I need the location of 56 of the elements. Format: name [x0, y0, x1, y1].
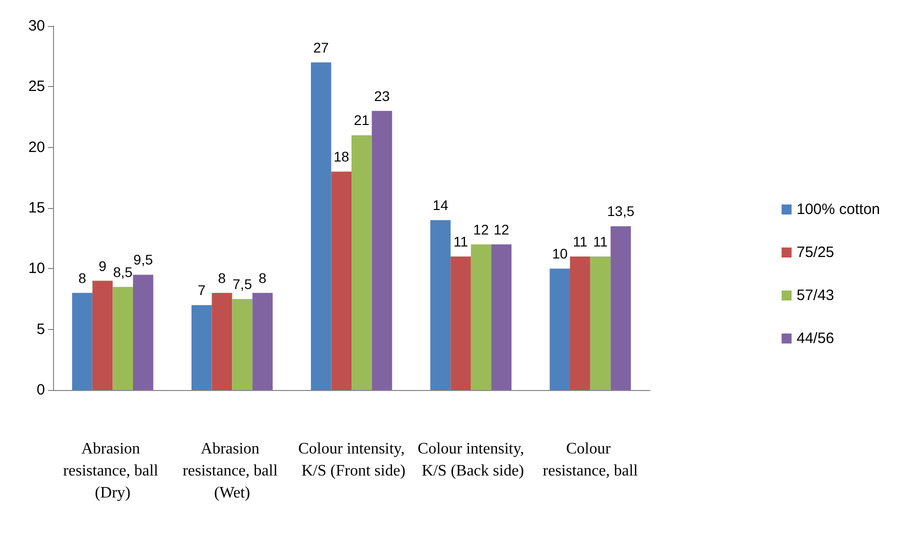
- data-label: 21: [354, 112, 370, 128]
- data-label: 9: [98, 258, 107, 274]
- data-label: 8: [78, 270, 86, 286]
- legend-label: 100% cotton: [796, 201, 880, 218]
- bar: [331, 172, 352, 390]
- data-label: 11: [572, 234, 588, 250]
- x-tick-label: Colour intensity, K/S (Front side): [298, 440, 406, 480]
- bar: [450, 256, 471, 390]
- data-label: 27: [313, 39, 330, 56]
- data-label: 11: [453, 234, 468, 250]
- x-tick-label: Abrasion resistance, ball (Wet): [182, 440, 282, 502]
- data-label: 13,5: [607, 203, 635, 220]
- data-label: 12: [473, 221, 490, 238]
- data-label: 8: [218, 270, 226, 286]
- y-tick-label: 20: [28, 138, 45, 156]
- y-tick-label: 5: [36, 320, 45, 338]
- y-tick-label: 15: [28, 200, 45, 216]
- bar: [92, 280, 113, 390]
- y-tick-label: 25: [28, 78, 45, 96]
- bar: [570, 256, 590, 390]
- data-label: 7: [198, 282, 206, 298]
- bar: [252, 292, 273, 390]
- data-label: 23: [374, 88, 390, 104]
- bar: [430, 220, 451, 390]
- data-label: 10: [552, 246, 568, 262]
- bar: [491, 244, 512, 390]
- bar: [470, 244, 492, 390]
- x-tick-label: Colour intensity, K/S (Back side): [418, 440, 524, 480]
- legend-label: 75/25: [796, 244, 834, 261]
- bar: [212, 292, 232, 390]
- bar: [550, 268, 570, 390]
- legend-label: 57/43: [796, 287, 834, 304]
- data-label: 8,5: [113, 264, 133, 280]
- data-label: 12: [494, 221, 510, 238]
- data-label: 7,5: [232, 276, 252, 292]
- bar: [590, 256, 611, 390]
- bar: [232, 299, 252, 390]
- bar: [610, 226, 631, 390]
- data-label: 18: [334, 148, 350, 165]
- bar: [192, 305, 212, 390]
- bar: [133, 274, 154, 390]
- y-tick-label: 30: [28, 18, 45, 34]
- y-tick-label: 10: [28, 260, 45, 278]
- bar: [372, 110, 392, 390]
- y-tick-label: 0: [36, 382, 45, 398]
- bar: [72, 292, 92, 390]
- data-label: 9,5: [133, 252, 154, 268]
- legend-label: 44/56: [796, 330, 834, 347]
- data-label: 14: [432, 197, 448, 214]
- bar: [352, 135, 372, 390]
- bar: [310, 62, 332, 390]
- data-label: 11: [593, 234, 608, 250]
- data-label: 8: [258, 270, 267, 286]
- bar: [112, 286, 133, 390]
- x-tick-label: Colour resistance, ball: [542, 440, 638, 480]
- x-tick-label: Abrasion resistance, ball (Dry): [63, 440, 162, 502]
